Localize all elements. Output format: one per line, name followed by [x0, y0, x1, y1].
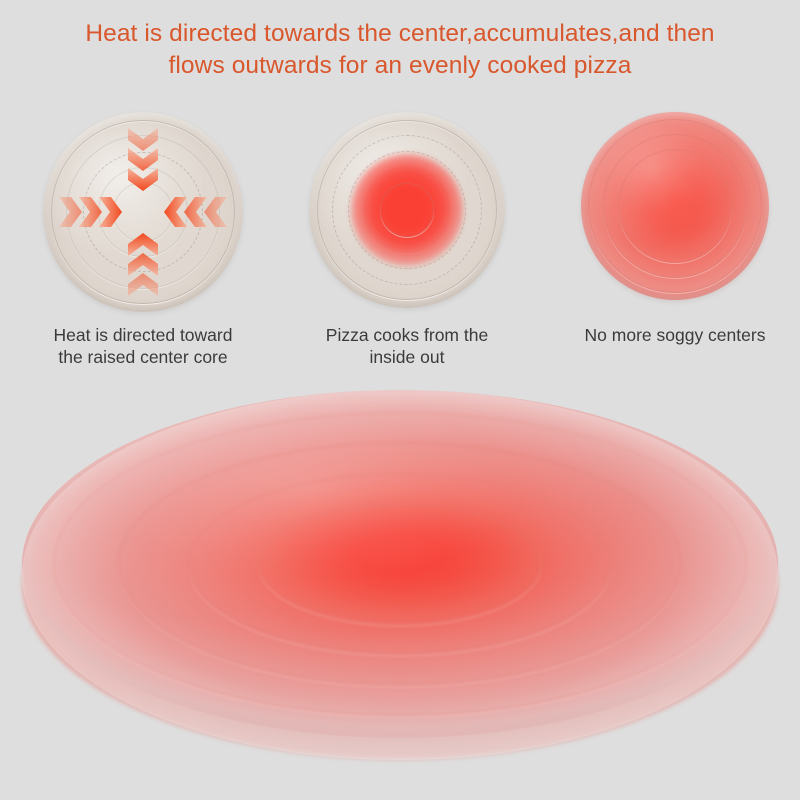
step-3-caption: No more soggy centers — [584, 325, 766, 345]
pan-illustration-step-2 — [309, 112, 505, 308]
step-2-caption: Pizza cooks from the inside out — [325, 325, 489, 367]
hero-ring-mid-outer — [118, 442, 682, 686]
pan-groove-mid — [348, 151, 466, 269]
steps-row: Heat is directed toward the raised cente… — [0, 112, 800, 367]
pan-groove-outer — [51, 120, 235, 304]
step-1-caption: Heat is directed toward the raised cente… — [53, 325, 233, 367]
pan-groove-mid-outer — [66, 135, 220, 289]
step-3: No more soggy centers — [550, 112, 800, 362]
hero-pan-section — [0, 372, 800, 800]
pan-illustration-step-1 — [43, 112, 243, 312]
hero-ring-inner — [258, 503, 542, 625]
pan-groove-inner — [364, 167, 450, 253]
pan-center-core — [113, 182, 173, 242]
hero-ring-outer — [53, 412, 747, 716]
page-headline: Heat is directed towards the center,accu… — [85, 20, 715, 79]
pan-groove-mid — [618, 149, 732, 263]
arrow-group-bottom — [128, 233, 158, 296]
pan-groove-mid-outer — [603, 134, 747, 278]
arrow-group-top — [128, 128, 158, 191]
pan-groove-outer — [588, 119, 762, 293]
pan-groove-mid — [83, 152, 203, 272]
pan-groove-inner — [98, 167, 188, 257]
arrow-group-right — [164, 197, 227, 227]
step-1: Heat is directed toward the raised cente… — [18, 112, 268, 367]
pan-illustration-step-3 — [581, 112, 769, 300]
hero-pan-heat-surface — [22, 390, 778, 738]
heat-flow-arrows — [59, 128, 227, 296]
hero-ring-mid — [188, 473, 612, 655]
pan-center-core — [380, 183, 434, 237]
arrow-group-left — [59, 197, 122, 227]
step-2: Pizza cooks from the inside out — [282, 112, 532, 367]
pan-groove-mid-outer — [332, 135, 482, 285]
heat-hotspot-center — [351, 154, 463, 266]
pan-groove-outer — [317, 120, 497, 300]
